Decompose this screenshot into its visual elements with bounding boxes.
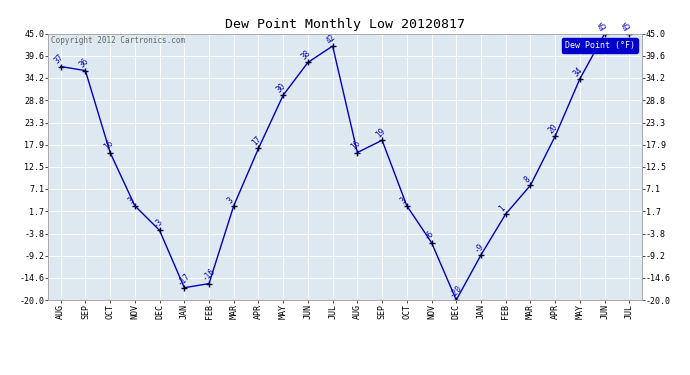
Text: -20: -20 [448,283,464,299]
Text: -9: -9 [473,241,486,254]
Text: -3: -3 [151,217,164,229]
Text: -6: -6 [423,229,436,242]
Text: 42: 42 [324,32,337,45]
Text: -17: -17 [176,271,192,287]
Text: -16: -16 [201,267,217,283]
Text: 8: 8 [522,175,532,184]
Text: 30: 30 [275,81,288,94]
Text: 3: 3 [226,195,235,205]
Text: 16: 16 [349,139,362,152]
Text: 34: 34 [571,65,584,78]
Text: 45: 45 [596,20,609,33]
Legend: Dew Point (°F): Dew Point (°F) [562,38,638,53]
Title: Dew Point Monthly Low 20120817: Dew Point Monthly Low 20120817 [225,18,465,31]
Text: 19: 19 [374,127,386,140]
Text: 16: 16 [102,139,115,152]
Text: 36: 36 [77,57,90,70]
Text: 20: 20 [547,123,560,135]
Text: 3: 3 [126,195,136,205]
Text: 45: 45 [621,20,634,33]
Text: Copyright 2012 Cartronics.com: Copyright 2012 Cartronics.com [51,36,186,45]
Text: 38: 38 [299,49,313,62]
Text: 17: 17 [250,135,263,148]
Text: 1: 1 [497,204,507,213]
Text: 3: 3 [399,195,408,205]
Text: 37: 37 [52,53,66,66]
